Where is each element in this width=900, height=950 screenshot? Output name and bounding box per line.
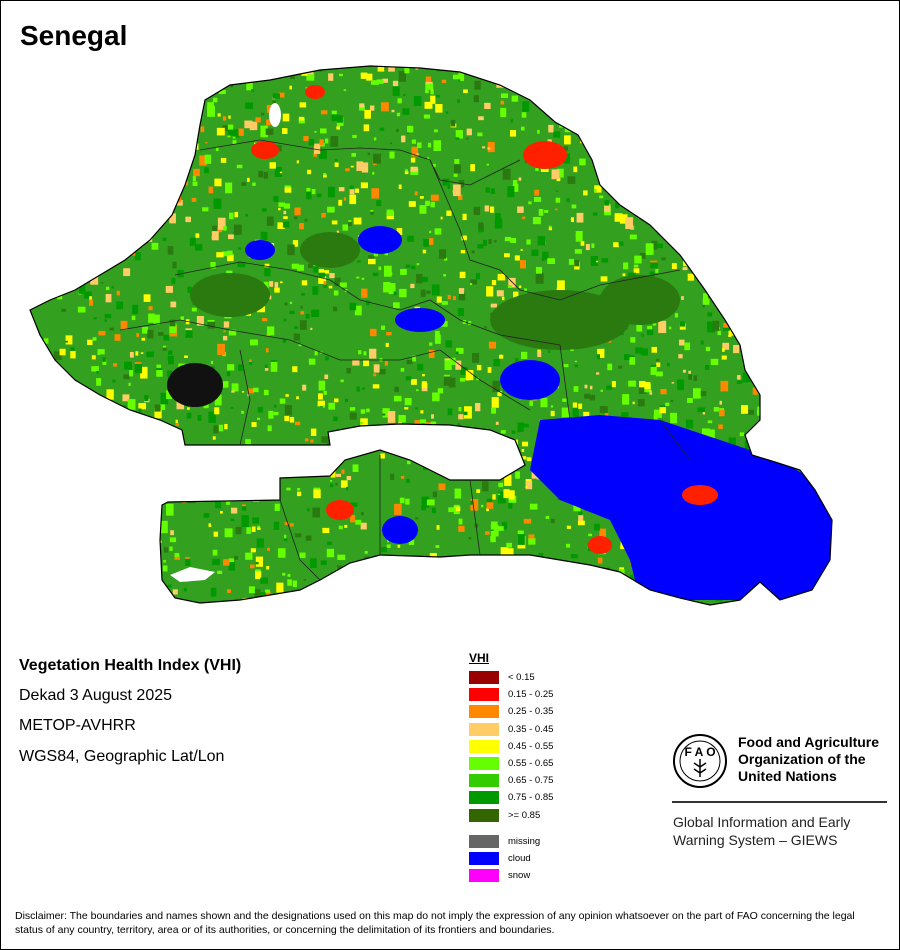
- dense-veg-north: [300, 232, 360, 268]
- saloum-delta: [167, 363, 223, 407]
- legend-item: 0.65 - 0.75: [469, 774, 629, 788]
- cloud-north-central: [358, 226, 402, 254]
- legend-item: cloud: [469, 852, 629, 866]
- legend-swatch: [469, 835, 499, 848]
- svg-text:F A O: F A O: [684, 745, 715, 759]
- cloud-mid: [395, 308, 445, 332]
- giews-line2: Warning System – GIEWS: [673, 832, 838, 848]
- dense-veg-west: [190, 273, 270, 317]
- legend-label: < 0.15: [508, 672, 535, 683]
- cloud-west: [245, 240, 275, 260]
- map-country-title: Senegal: [20, 20, 128, 51]
- sensor-label: METOP-AVHRR: [19, 717, 136, 734]
- legend-label: 0.55 - 0.65: [508, 758, 554, 769]
- fao-name: Food and Agriculture Organization of the…: [738, 734, 898, 785]
- legend-swatch: [469, 791, 499, 805]
- legend-label: 0.75 - 0.85: [508, 792, 554, 804]
- legend-label: 0.65 - 0.75: [508, 775, 554, 787]
- legend-title: VHI: [469, 651, 490, 665]
- legend-item: 0.25 - 0.35: [469, 705, 629, 719]
- lac-de-guiers: [269, 103, 281, 127]
- stress-east: [682, 485, 718, 505]
- cloud-central: [500, 360, 560, 400]
- legend-swatch: [469, 852, 499, 866]
- dense-veg-east: [600, 275, 680, 325]
- legend-label: >= 0.85: [508, 809, 541, 821]
- legend-item: 0.55 - 0.65: [469, 757, 629, 770]
- vhi-map: [29, 65, 833, 606]
- disclaimer: Disclaimer: The boundaries and names sho…: [15, 910, 855, 936]
- legend-label: cloud: [508, 853, 531, 865]
- legend-item: snow: [469, 869, 629, 883]
- legend-label: 0.25 - 0.35: [508, 706, 554, 718]
- legend-swatch: [469, 869, 499, 883]
- stress-south: [588, 536, 612, 554]
- product-title: Vegetation Health Index (VHI): [19, 657, 242, 674]
- legend-label: 0.15 - 0.25: [508, 689, 554, 701]
- cloud-casamance: [382, 516, 418, 544]
- region-borders: [119, 139, 691, 581]
- fao-divider: [672, 801, 887, 803]
- legend-swatch: [469, 739, 499, 753]
- legend-swatch: [469, 722, 499, 736]
- period-label: Dekad 3 August 2025: [19, 687, 173, 704]
- fao-name-line3: United Nations: [738, 768, 837, 784]
- legend-item: 0.35 - 0.45: [469, 722, 629, 736]
- legend-item: >= 0.85: [469, 808, 629, 822]
- casamance-river: [170, 567, 215, 582]
- legend-label: snow: [508, 870, 531, 882]
- legend-swatch: [469, 671, 499, 684]
- legend-swatch: [469, 808, 499, 822]
- legend-item: < 0.15: [469, 671, 629, 684]
- legend-swatch: [469, 688, 499, 702]
- legend-swatch: [469, 705, 499, 719]
- legend-label: 0.45 - 0.55: [508, 740, 554, 752]
- legend-label: missing: [508, 836, 541, 847]
- legend-item: 0.15 - 0.25: [469, 688, 629, 702]
- legend-label: 0.35 - 0.45: [508, 723, 554, 735]
- vhi-raster: [30, 66, 832, 605]
- legend-item: missing: [469, 835, 629, 848]
- dense-veg-central: [490, 290, 630, 350]
- legend-swatch: [469, 774, 499, 788]
- fao-logo-icon: F A O: [673, 734, 727, 788]
- giews-line1: Global Information and Early: [673, 814, 851, 830]
- stress-north-2: [305, 85, 325, 99]
- cloud-south-east: [530, 415, 832, 600]
- fao-name-line1: Food and Agriculture: [738, 734, 880, 750]
- stress-north-east: [523, 141, 567, 169]
- fao-name-line2: Organization of the: [738, 751, 866, 767]
- projection-label: WGS84, Geographic Lat/Lon: [19, 748, 225, 765]
- stress-casamance: [326, 500, 354, 520]
- legend-item: 0.75 - 0.85: [469, 791, 629, 805]
- legend-item: 0.45 - 0.55: [469, 739, 629, 753]
- giews-name: Global Information and Early Warning Sys…: [673, 813, 888, 849]
- legend-swatch: [469, 757, 499, 770]
- stress-north: [251, 141, 279, 159]
